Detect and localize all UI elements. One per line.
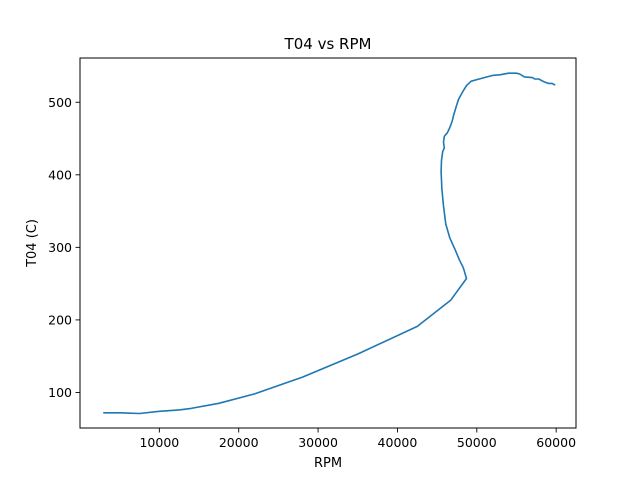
y-axis-ticks: 100 200 300 400 500: [48, 95, 80, 400]
chart-title: T04 vs RPM: [284, 35, 372, 53]
x-tick-label: 60000: [536, 435, 576, 450]
y-tick-label: 100: [48, 385, 72, 400]
plot-area: [80, 58, 576, 428]
series-line-1: [103, 72, 556, 415]
x-tick-label: 10000: [139, 435, 179, 450]
x-axis-ticks: 10000 20000 30000 40000 50000 60000: [139, 428, 576, 450]
plot-frame: [79, 57, 577, 429]
y-tick-label: 200: [48, 312, 72, 327]
x-tick-label: 30000: [298, 435, 338, 450]
y-tick-label: 300: [48, 240, 72, 255]
y-tick-label: 400: [48, 167, 72, 182]
y-axis-title: T04 (C): [25, 219, 40, 268]
x-axis-title: RPM: [314, 456, 342, 471]
x-tick-label: 40000: [378, 435, 418, 450]
x-tick-label: 50000: [457, 435, 497, 450]
x-tick-label: 20000: [219, 435, 259, 450]
y-tick-label: 500: [48, 95, 72, 110]
series-layer: [103, 72, 556, 415]
